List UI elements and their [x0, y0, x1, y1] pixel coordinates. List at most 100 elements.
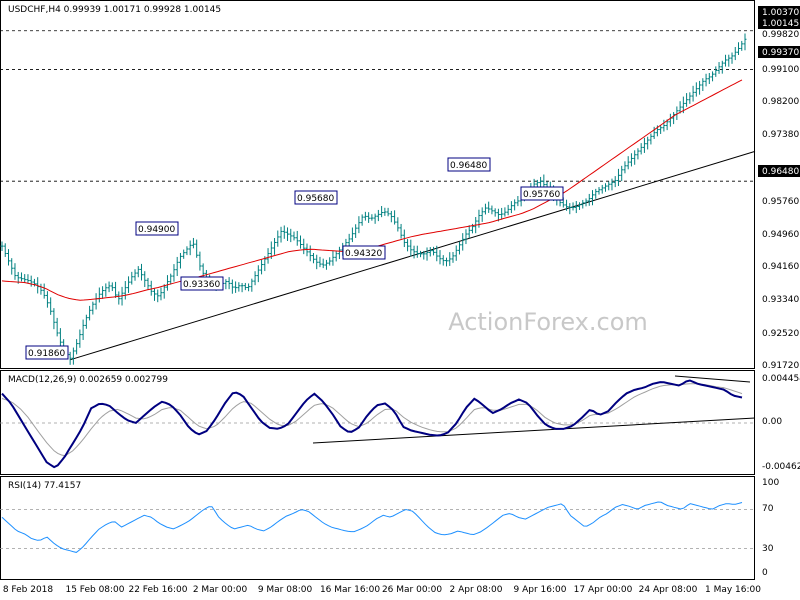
- ohlc-bar: [315, 254, 319, 270]
- ohlc-bar: [360, 214, 364, 226]
- ohlc-bar: [626, 156, 630, 170]
- ohlc-bar: [230, 279, 234, 294]
- ohlc-bar: [52, 308, 56, 330]
- ohlc-bar: [136, 266, 140, 278]
- ohlc-bar: [55, 317, 59, 337]
- ohlc-bar: [467, 225, 471, 239]
- price-y-tick: 0.97380: [762, 130, 799, 140]
- ohlc-bar: [114, 281, 118, 298]
- ohlc-bar: [454, 245, 458, 261]
- annotation-text: 0.94900: [138, 225, 175, 235]
- ohlc-bar: [568, 203, 572, 215]
- ohlc-bar: [130, 271, 134, 285]
- ohlc-bar: [279, 226, 283, 243]
- ohlc-bar: [289, 228, 293, 243]
- price-axis-marker-text: 0.96480: [762, 167, 799, 177]
- ohlc-bar: [399, 223, 403, 239]
- ohlc-bar: [386, 207, 390, 217]
- price-y-tick: 0.93340: [762, 295, 799, 305]
- annotation-box: [294, 190, 338, 205]
- ohlc-bar: [149, 280, 153, 296]
- ohlc-bar: [535, 179, 539, 188]
- macd-header: MACD(12,26,9) 0.002659 0.002799: [8, 375, 168, 385]
- ohlc-bar: [380, 206, 384, 218]
- ohlc-bar: [334, 251, 338, 262]
- ohlc-bar: [571, 202, 575, 211]
- macd-trendline: [312, 417, 756, 444]
- ohlc-bar: [188, 240, 192, 256]
- ohlc-bar: [152, 288, 156, 301]
- rsi-y-tick: 70: [762, 504, 774, 514]
- ohlc-bar: [584, 198, 588, 207]
- price-y-tick: 0.99820: [762, 30, 799, 40]
- ohlc-bar: [441, 255, 445, 266]
- ohlc-bar: [298, 235, 302, 249]
- ohlc-bar: [29, 275, 33, 287]
- ohlc-bar: [587, 193, 591, 206]
- rsi-series-line: [1, 501, 743, 553]
- price-axis-marker-text: 1.00370: [762, 8, 799, 18]
- ohlc-bar: [490, 205, 494, 215]
- ohlc-bar: [717, 62, 721, 74]
- rsi-lines: [1, 501, 743, 553]
- ohlc-bar: [616, 168, 620, 186]
- ohlc-bar: [373, 213, 377, 224]
- ohlc-bar: [509, 201, 513, 214]
- ohlc-bar: [282, 225, 286, 239]
- ohlc-bar: [610, 178, 614, 191]
- ohlc-bar: [3, 243, 7, 257]
- ohlc-bar: [464, 229, 468, 245]
- ohlc-bar: [419, 250, 423, 258]
- ohlc-bar: [672, 112, 676, 125]
- ohlc-bar: [331, 250, 335, 266]
- ohlc-bar: [503, 207, 507, 217]
- ohlc-bar: [78, 329, 82, 348]
- annotation-box: [135, 221, 179, 236]
- ohlc-bar: [143, 271, 147, 288]
- ohlc-bar: [354, 224, 358, 238]
- ohlc-bar: [311, 252, 315, 264]
- annotation-box: [342, 245, 386, 260]
- x-tick-label: 2 Mar 00:00: [193, 585, 248, 595]
- ohlc-bar: [487, 201, 491, 213]
- ohlc-bar: [308, 245, 312, 262]
- ohlc-bar: [581, 199, 585, 209]
- ohlc-bar: [23, 274, 27, 284]
- annotation-text: 0.91860: [28, 349, 65, 359]
- ohlc-bar: [350, 227, 354, 243]
- ohlc-bar: [591, 190, 595, 206]
- ohlc-bar: [600, 184, 604, 194]
- ohlc-bar: [438, 250, 442, 265]
- ohlc-bar: [730, 52, 734, 64]
- ohlc-bar: [182, 249, 186, 259]
- ohlc-bar: [156, 289, 160, 303]
- annotation-box: [180, 276, 224, 291]
- annotation-label: 0.95760: [520, 186, 564, 201]
- macd-y-tick: 0.00: [762, 417, 782, 427]
- rsi-y-tick: 30: [762, 544, 774, 554]
- ohlc-bar: [127, 276, 131, 293]
- ohlc-bar: [678, 101, 682, 114]
- x-tick-label: 17 Apr 00:00: [574, 585, 633, 595]
- annotation-text: 0.95680: [297, 194, 334, 204]
- ohlc-bar: [733, 46, 737, 61]
- ohlc-bar: [58, 328, 62, 347]
- annotation-box: [520, 186, 564, 201]
- ohlc-bar: [191, 237, 195, 249]
- price-axis-marker-text: 0.99370: [762, 48, 799, 58]
- ohlc-bar: [688, 92, 692, 104]
- ohlc-bar: [406, 239, 410, 252]
- ohlc-bar: [75, 339, 79, 355]
- ohlc-bar: [662, 119, 666, 132]
- ohlc-bar: [461, 233, 465, 251]
- ohlc-bar: [146, 277, 150, 290]
- ohlc-bar: [321, 258, 325, 269]
- ohlc-bar: [506, 204, 510, 216]
- annotation-label: 0.96480: [447, 157, 491, 172]
- ohlc-bar: [178, 252, 182, 269]
- x-tick-label: 15 Feb 08:00: [65, 585, 124, 595]
- ohlc-bar: [175, 256, 179, 277]
- ohlc-bar: [295, 230, 299, 246]
- ohlc-bar: [493, 208, 497, 217]
